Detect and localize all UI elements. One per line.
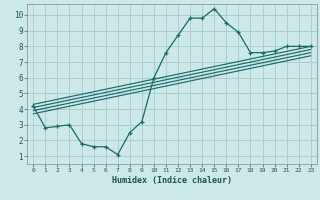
X-axis label: Humidex (Indice chaleur): Humidex (Indice chaleur): [112, 176, 232, 185]
